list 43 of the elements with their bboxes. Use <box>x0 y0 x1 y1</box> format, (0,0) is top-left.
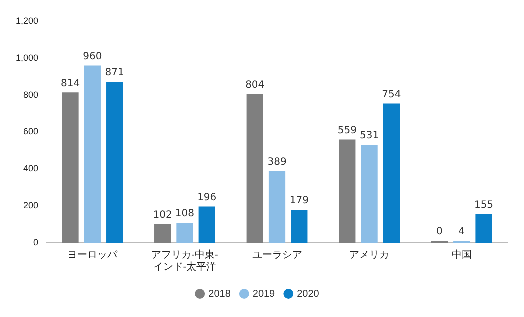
legend-label: 2020 <box>297 288 320 300</box>
data-label: 814 <box>60 78 80 90</box>
legend-label: 2018 <box>208 288 232 300</box>
data-label: 196 <box>198 192 217 204</box>
bar <box>268 171 286 243</box>
data-label: 179 <box>290 196 309 207</box>
x-tick-label: 中国 <box>452 248 472 261</box>
bar <box>84 66 101 243</box>
data-label: 102 <box>153 210 172 221</box>
bar <box>361 144 378 243</box>
bar <box>154 224 172 243</box>
y-tick-label: 400 <box>23 164 39 174</box>
data-label: 108 <box>175 208 195 220</box>
data-label: 155 <box>474 200 494 211</box>
bar <box>246 94 264 243</box>
y-tick-label: 600 <box>23 126 39 137</box>
data-label: 0 <box>436 226 443 238</box>
bar <box>198 206 216 243</box>
bar <box>383 104 400 243</box>
data-label: 389 <box>268 156 287 168</box>
y-tick-label: 200 <box>23 200 39 211</box>
data-label: 960 <box>83 51 102 62</box>
y-tick-label: 0 <box>34 237 39 248</box>
data-label: 4 <box>458 226 466 238</box>
y-tick-label: 1,200 <box>16 16 39 26</box>
data-label: 531 <box>360 130 380 142</box>
legend-label: 2019 <box>252 288 276 300</box>
bar <box>476 214 492 243</box>
data-label: 754 <box>382 89 402 100</box>
x-tick-label: ヨーロッパ <box>68 250 119 261</box>
data-label: 804 <box>246 80 265 92</box>
bar <box>176 223 194 243</box>
x-tick-label: アフリカ-中東-インド-太平洋 <box>152 248 218 273</box>
bar <box>106 82 124 243</box>
y-tick-label: 800 <box>23 90 39 100</box>
x-tick-label: ユーラシア <box>252 250 302 261</box>
x-tick-label: アメリカ <box>350 250 390 261</box>
data-label: 871 <box>105 68 124 79</box>
y-tick-label: 1,000 <box>16 52 39 63</box>
bar <box>339 140 356 243</box>
data-label: 559 <box>338 125 357 136</box>
bar <box>291 210 308 243</box>
bar <box>62 92 79 243</box>
